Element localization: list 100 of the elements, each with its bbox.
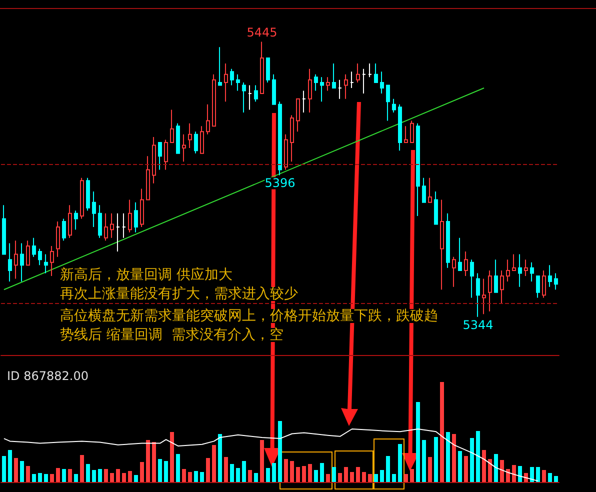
bar — [542, 470, 546, 482]
bar — [170, 432, 174, 482]
candlestick — [38, 248, 42, 266]
candlestick — [284, 134, 288, 170]
candlestick — [242, 82, 246, 114]
bar — [314, 470, 318, 482]
candlestick — [176, 122, 180, 154]
candlestick — [26, 240, 30, 266]
candlestick — [470, 259, 474, 298]
bar — [92, 470, 96, 482]
bar — [200, 472, 204, 482]
bar — [218, 434, 222, 482]
candlestick — [326, 76, 330, 92]
candlestick — [290, 114, 294, 162]
candlestick — [200, 126, 204, 154]
candlestick — [320, 76, 324, 102]
candlestick — [416, 122, 420, 217]
bar — [344, 467, 348, 482]
candlestick — [14, 240, 18, 280]
bar — [332, 467, 336, 482]
candlestick — [236, 74, 240, 92]
candlestick — [518, 254, 522, 288]
candlestick — [488, 270, 492, 312]
candlestick — [554, 272, 558, 290]
candlestick — [434, 191, 438, 225]
candlestick — [542, 270, 546, 298]
bar — [530, 467, 534, 482]
bar — [308, 464, 312, 482]
bar — [428, 457, 432, 482]
candlestick — [266, 58, 270, 84]
candlestick — [50, 246, 54, 276]
bar — [98, 469, 102, 482]
candlestick — [8, 242, 12, 282]
candlestick — [158, 142, 162, 170]
candlestick — [98, 204, 102, 238]
candlestick — [188, 122, 192, 148]
bar — [482, 450, 486, 482]
bar — [152, 442, 156, 482]
candlestick — [248, 84, 252, 110]
candlestick — [530, 262, 534, 282]
candlestick — [440, 199, 444, 290]
bar — [110, 473, 114, 482]
candlestick — [302, 90, 306, 114]
bar — [44, 474, 48, 482]
candlestick — [380, 71, 384, 94]
bar — [242, 461, 246, 482]
candlestick — [512, 254, 516, 272]
bar — [20, 461, 24, 482]
bar — [356, 467, 360, 482]
bar — [548, 473, 552, 482]
bar — [122, 473, 126, 482]
bar — [284, 459, 288, 482]
candlestick — [152, 136, 156, 184]
candlestick — [314, 74, 318, 92]
candlestick — [338, 79, 342, 100]
candlestick — [494, 259, 498, 293]
annotation: 再次上涨量能没有扩大，需求进入较少 — [60, 286, 298, 302]
bar — [302, 466, 306, 482]
bar — [536, 467, 540, 482]
candlestick — [218, 46, 222, 86]
bar — [266, 468, 270, 482]
candlestick — [230, 68, 234, 86]
candlestick — [356, 62, 360, 84]
bar — [134, 475, 138, 482]
bar — [368, 474, 372, 482]
candlestick — [374, 62, 378, 84]
candlestick — [140, 188, 144, 228]
candlestick — [86, 177, 90, 212]
candlestick — [446, 212, 450, 268]
candlestick — [422, 177, 426, 203]
candlestick — [254, 84, 258, 102]
bar — [440, 382, 444, 482]
candlestick — [212, 74, 216, 127]
bar — [422, 440, 426, 482]
candlestick — [260, 41, 264, 94]
bar — [140, 462, 144, 482]
candlestick — [128, 199, 132, 233]
bar — [56, 468, 60, 482]
candlestick — [224, 62, 228, 102]
bar — [188, 472, 192, 482]
candlestick — [344, 74, 348, 100]
candlestick — [308, 68, 312, 114]
candlestick — [332, 62, 336, 89]
bar — [74, 474, 78, 482]
bar — [224, 457, 228, 482]
bar — [392, 474, 396, 482]
bar — [62, 469, 66, 482]
bar — [362, 472, 366, 482]
candlestick — [428, 177, 432, 203]
candlestick — [2, 204, 6, 255]
bar — [176, 454, 180, 482]
candlestick — [104, 212, 108, 242]
bar — [416, 402, 420, 482]
annotation: 势线后 缩量回调 需求没有介入，空 — [60, 327, 284, 343]
candlestick — [482, 278, 486, 315]
bar — [386, 456, 390, 482]
candlestick — [146, 156, 150, 200]
bar — [320, 463, 324, 482]
bar — [146, 440, 150, 482]
candlestick — [476, 272, 480, 318]
